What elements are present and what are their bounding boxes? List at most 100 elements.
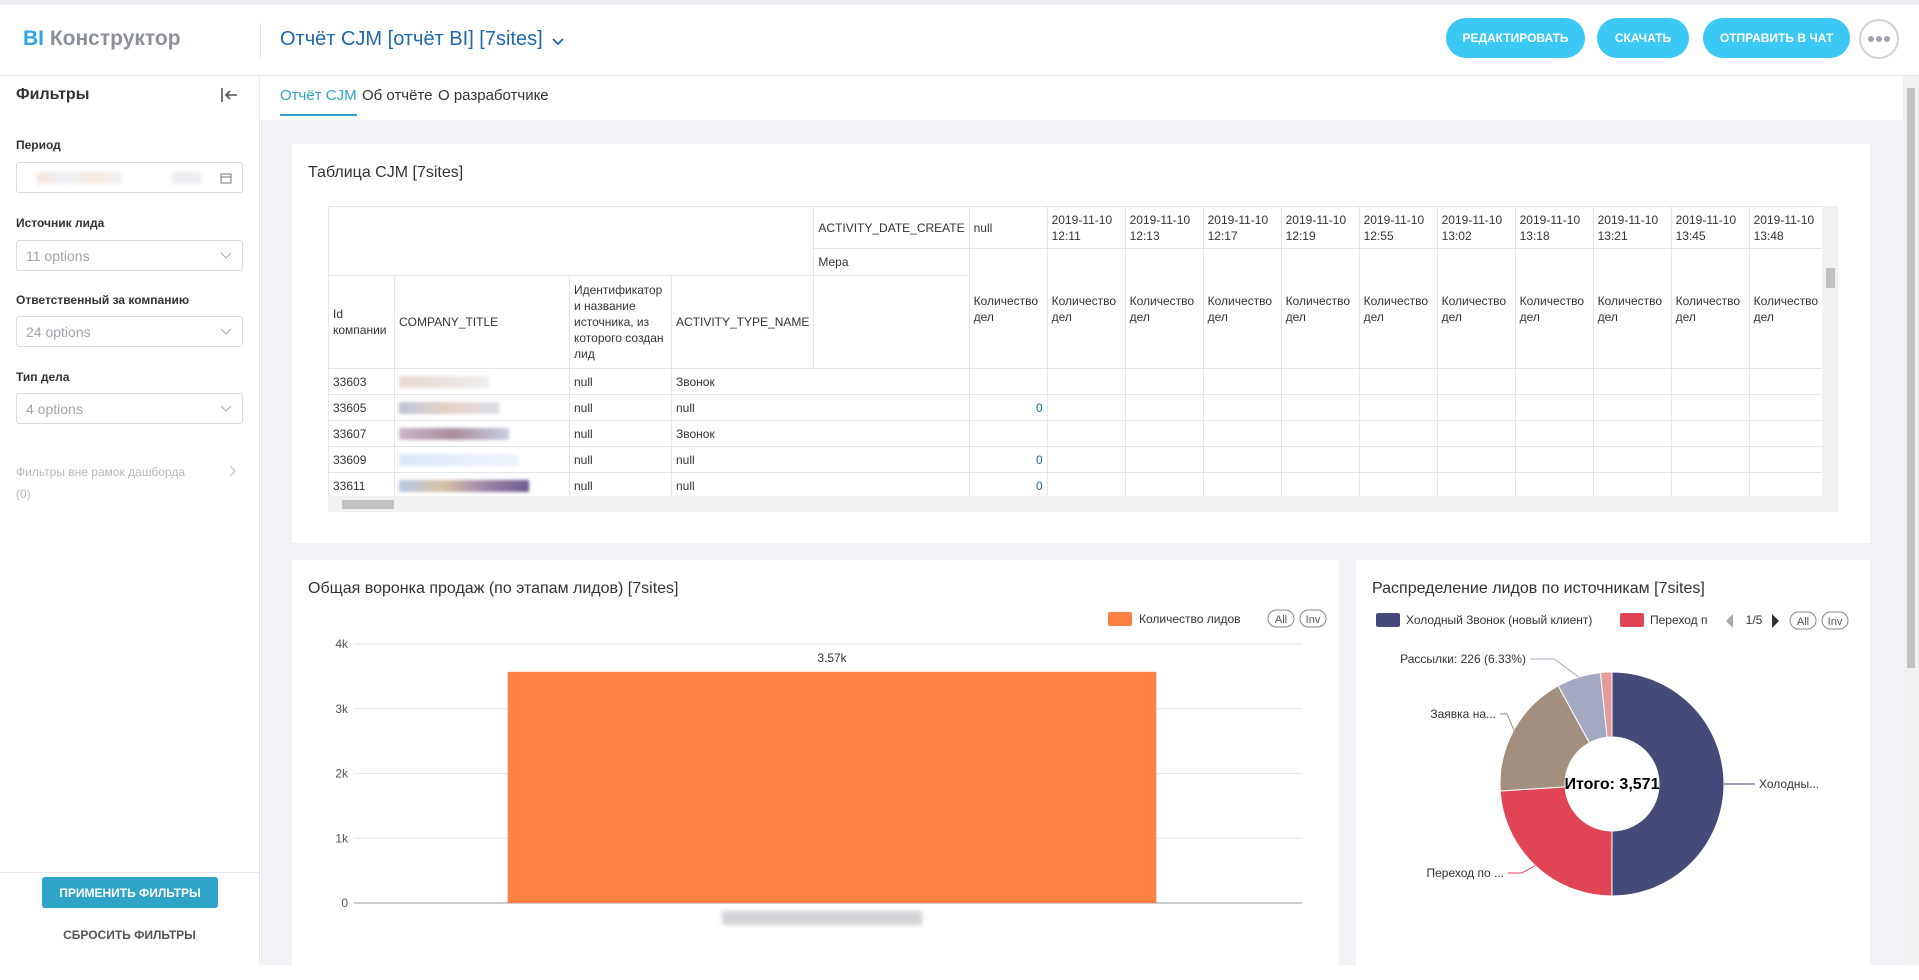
- source-cell: null: [570, 421, 672, 447]
- value-cell: [1749, 369, 1827, 395]
- row-field: ACTIVITY_TYPE_NAME: [672, 276, 814, 369]
- value-cell: [1437, 473, 1515, 499]
- value-cell: [1281, 447, 1359, 473]
- legend-button[interactable]: Inv: [1300, 610, 1326, 627]
- value-cell: [1047, 473, 1125, 499]
- send-button[interactable]: ОТПРАВИТЬ В ЧАТ: [1703, 18, 1850, 58]
- measure-header: Количество дел: [1437, 249, 1515, 369]
- blurred-company: [399, 480, 529, 492]
- type-cell: null: [672, 447, 970, 473]
- collapse-button[interactable]: [220, 86, 240, 104]
- type-cell: null: [672, 395, 970, 421]
- source-cell: null: [570, 369, 672, 395]
- measure-header: Количество дел: [1593, 249, 1671, 369]
- header-row: ACTIVITY_DATE_CREATEnull2019-11-10 12:11…: [329, 207, 1828, 249]
- chevron: [229, 465, 237, 477]
- tab[interactable]: Об отчёте: [362, 87, 433, 114]
- slice-label: Заявка на...: [1430, 707, 1496, 721]
- row-field: Идентификатор и название источника, из к…: [570, 276, 672, 369]
- value-cell: [1203, 395, 1281, 421]
- id-cell: 33605: [329, 395, 395, 421]
- company-cell: [395, 473, 570, 499]
- row-field: COMPANY_TITLE: [395, 276, 570, 369]
- download-button[interactable]: СКАЧАТЬ: [1597, 18, 1689, 58]
- filter-select[interactable]: 11 options: [16, 240, 243, 271]
- data-label: 3.57k: [817, 651, 847, 665]
- value-cell: [1203, 447, 1281, 473]
- company-cell: [395, 447, 570, 473]
- value-cell: [1359, 473, 1437, 499]
- filter-label: Ответственный за компанию: [16, 293, 189, 307]
- title-dropdown[interactable]: [552, 38, 564, 46]
- value-cell: [1125, 473, 1203, 499]
- pie-total: Итого: 3,571: [1565, 776, 1660, 793]
- value-cell: [1515, 421, 1593, 447]
- pie-card: Распределение лидов по источникам [7site…: [1356, 560, 1870, 980]
- page-scrollbar[interactable]: [1903, 76, 1919, 965]
- id-cell: 33609: [329, 447, 395, 473]
- value-cell: [969, 421, 1047, 447]
- divider: [0, 872, 259, 873]
- legend-button[interactable]: Inv: [1822, 612, 1848, 629]
- value-cell: [1671, 447, 1749, 473]
- pie-chart: Холодны...Переход по ...Заявка на...Расс…: [1356, 560, 1870, 965]
- measure-header: Количество дел: [1281, 249, 1359, 369]
- filter-label: Период: [16, 138, 61, 152]
- value-cell: [1749, 447, 1827, 473]
- measure-header: Количество дел: [969, 249, 1047, 369]
- outside-filters[interactable]: Фильтры вне рамок дашборда: [16, 465, 185, 479]
- filter-select[interactable]: 4 options: [16, 393, 243, 424]
- filter-label: Тип дела: [16, 370, 69, 384]
- report-title[interactable]: Отчёт CJM [отчёт BI] [7sites]: [280, 28, 543, 51]
- legend-button[interactable]: All: [1268, 610, 1294, 627]
- tab[interactable]: О разработчике: [438, 87, 549, 114]
- value-cell: [1047, 369, 1125, 395]
- value-cell: [1437, 447, 1515, 473]
- company-cell: [395, 421, 570, 447]
- data-row: 33611nullnull0: [329, 473, 1828, 499]
- period-input[interactable]: [16, 162, 243, 193]
- apply-button[interactable]: ПРИМЕНИТЬ ФИЛЬТРЫ: [42, 877, 218, 908]
- row-field: Id компании: [329, 276, 395, 369]
- value-cell: [1359, 421, 1437, 447]
- filter-select[interactable]: 24 options: [16, 316, 243, 347]
- table-card: Таблица CJM [7sites] ACTIVITY_DATE_CREAT…: [292, 144, 1870, 543]
- scroll-thumb[interactable]: [1907, 88, 1915, 668]
- data-row: 33609nullnull0: [329, 447, 1828, 473]
- blurred-category: [722, 911, 922, 925]
- type-cell: Звонок: [672, 421, 970, 447]
- reset-button[interactable]: СБРОСИТЬ ФИЛЬТРЫ: [0, 928, 259, 942]
- legend-prev: [1726, 614, 1733, 628]
- bar: [508, 672, 1157, 903]
- pie-slice: [1500, 787, 1612, 896]
- divider: [260, 23, 261, 59]
- legend-button-label: All: [1797, 616, 1809, 628]
- measure-header: Количество дел: [1359, 249, 1437, 369]
- value-cell: [1125, 421, 1203, 447]
- id-cell: 33607: [329, 421, 395, 447]
- edit-button[interactable]: РЕДАКТИРОВАТЬ: [1446, 18, 1585, 58]
- value-cell: [1125, 369, 1203, 395]
- value-cell: [1749, 473, 1827, 499]
- leader-line: [1500, 714, 1514, 730]
- value-cell: [1437, 421, 1515, 447]
- value-cell: [1515, 395, 1593, 421]
- more-button[interactable]: [1858, 18, 1900, 60]
- source-cell: null: [570, 473, 672, 499]
- legend-button[interactable]: All: [1790, 612, 1816, 629]
- value-cell: [1047, 447, 1125, 473]
- value-cell: 0: [969, 473, 1047, 499]
- pivot-table: ACTIVITY_DATE_CREATEnull2019-11-10 12:11…: [328, 206, 1828, 499]
- card-title: Таблица CJM [7sites]: [308, 164, 463, 182]
- blurred-company: [399, 402, 499, 414]
- column-header: 2019-11-10 12:55: [1359, 207, 1437, 249]
- column-header: 2019-11-10 13:48: [1749, 207, 1827, 249]
- bar-card: Общая воронка продаж (по этапам лидов) […: [292, 560, 1339, 980]
- value-cell: [1749, 395, 1827, 421]
- logo[interactable]: BI Конструктор: [23, 27, 181, 51]
- tab[interactable]: Отчёт CJM: [280, 87, 357, 116]
- value-cell: [1593, 473, 1671, 499]
- id-cell: 33611: [329, 473, 395, 499]
- measure-field: Мера: [814, 249, 969, 276]
